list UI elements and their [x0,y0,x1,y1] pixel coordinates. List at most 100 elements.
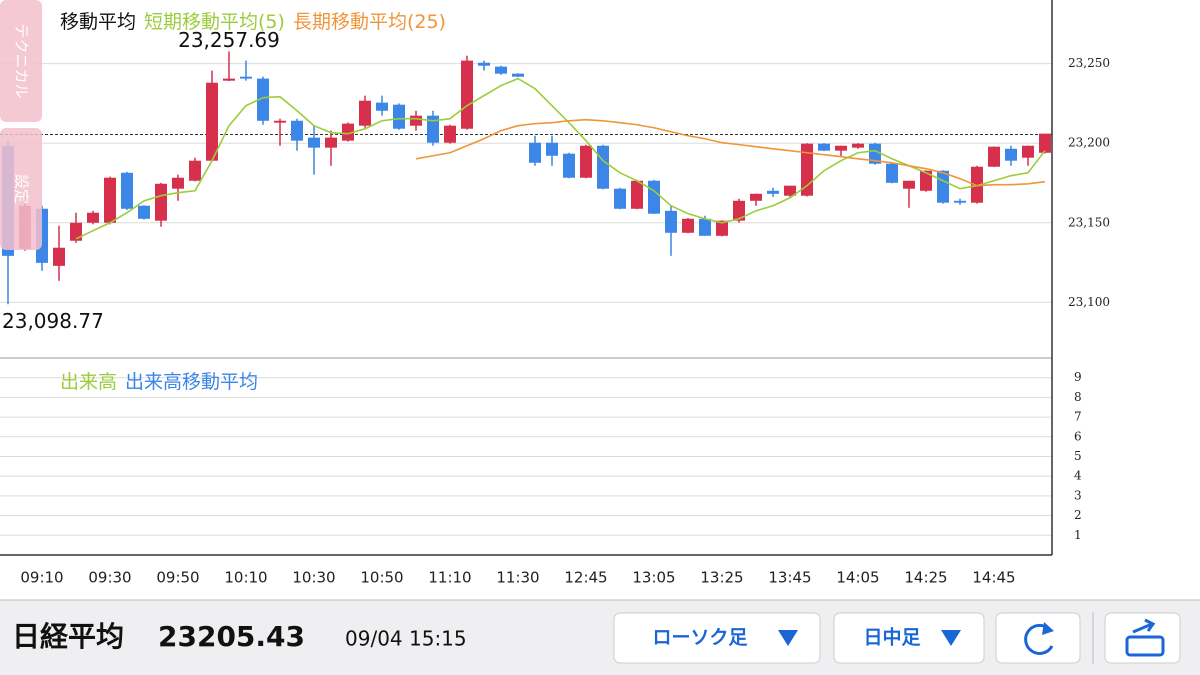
candle-body [138,205,150,219]
moving-average-line [75,77,1046,240]
candle-body [852,143,864,148]
candle-body [393,104,405,129]
candle-body [1005,148,1017,161]
button-label: 日中足 [863,626,921,649]
x-tick-label: 11:10 [428,569,471,587]
candle-body [410,115,422,126]
share-icon [1125,635,1165,657]
low-label: 23,098.77 [2,309,104,333]
candle-body [70,222,82,241]
candle-body [223,78,235,81]
x-tick-label: 13:05 [632,569,675,587]
candle-body [257,78,269,121]
tab-label: 設定 [13,174,31,204]
candle-body [988,146,1000,167]
x-tick-label: 10:50 [360,569,403,587]
candle-body [172,177,184,189]
volume-tick-label: 5 [1074,449,1082,463]
dropdown-arrow [778,630,798,646]
side-tabs: テクニカル 設定 [0,0,42,250]
x-tick-label: 13:25 [700,569,743,587]
price-datetime: 09/04 15:15 [345,627,467,651]
candle-body [699,218,711,236]
candle-body [121,172,133,209]
candle-body [733,200,745,221]
legend-entry: 移動平均 [60,11,136,33]
candle-body [53,247,65,266]
volume-tick-label: 3 [1074,488,1082,502]
candle-body [359,100,371,126]
candle-body [376,102,388,111]
x-tick-label: 13:45 [768,569,811,587]
candle-body [189,160,201,181]
x-tick-label: 10:30 [292,569,335,587]
candle-body [308,137,320,148]
index-name: 日経平均 [12,620,124,653]
candle-body [903,180,915,189]
candle-body [546,142,558,156]
high-label: 23,257.69 [178,28,280,52]
x-tick-label: 09:30 [88,569,131,587]
candle-body [155,183,167,221]
candle-body [614,188,626,209]
y-tick-label: 23,250 [1068,56,1110,70]
index-price: 23205.43 [158,620,305,653]
button-label: ローソク足 [652,627,748,649]
candle-body [1022,145,1034,158]
candle-body [648,180,660,214]
tab-technical[interactable] [0,0,42,122]
dropdown-arrow [941,630,961,646]
volume-tick-label: 1 [1074,528,1082,542]
y-tick-label: 23,200 [1068,136,1110,150]
candle-body [631,180,643,209]
candle-body [291,120,303,141]
candle-body [937,170,949,203]
candle-body [87,212,99,223]
tab-label: テクニカル [13,23,31,98]
share-icon-arrow [1132,618,1156,634]
candle-body [206,82,218,161]
candle-body [682,218,694,233]
candle-body [325,137,337,148]
x-tick-label: 09:10 [20,569,63,587]
price-legend: 移動平均 短期移動平均(5) 長期移動平均(25) [60,11,446,33]
candle-body [461,60,473,129]
legend-entry: 出来高移動平均 [125,371,258,393]
candle-type-button[interactable] [613,612,821,664]
candle-body [580,145,592,178]
candle-body [597,145,609,189]
candle-body [444,125,456,143]
x-tick-label: 11:30 [496,569,539,587]
candle-body [750,193,762,201]
volume-tick-label: 8 [1074,390,1082,404]
candle-body [478,62,490,66]
x-tick-label: 14:05 [836,569,879,587]
volume-tick-label: 9 [1074,370,1082,384]
candle-body [767,190,779,194]
candle-body [716,220,728,236]
moving-average-line [415,118,1046,187]
tab-settings[interactable] [0,128,42,250]
candle-body [427,115,439,143]
candle-body [512,73,524,77]
x-tick-label: 14:25 [904,569,947,587]
candle-body [954,200,966,203]
x-tick-label: 12:45 [564,569,607,587]
candle-body [818,143,830,151]
volume-tick-label: 4 [1074,469,1082,483]
volume-tick-label: 6 [1074,429,1082,443]
refresh-button[interactable] [995,612,1081,664]
y-tick-label: 23,100 [1068,295,1110,309]
y-tick-label: 23,150 [1068,215,1110,229]
candle-body [104,177,116,223]
period-button[interactable] [833,612,985,664]
candle-body [971,166,983,203]
candle-body [1039,133,1051,153]
legend-entry: 短期移動平均(5) [144,11,285,33]
x-tick-label: 09:50 [156,569,199,587]
candle-body [563,153,575,178]
candle-body [665,210,677,233]
refresh-icon-head [1042,622,1054,635]
